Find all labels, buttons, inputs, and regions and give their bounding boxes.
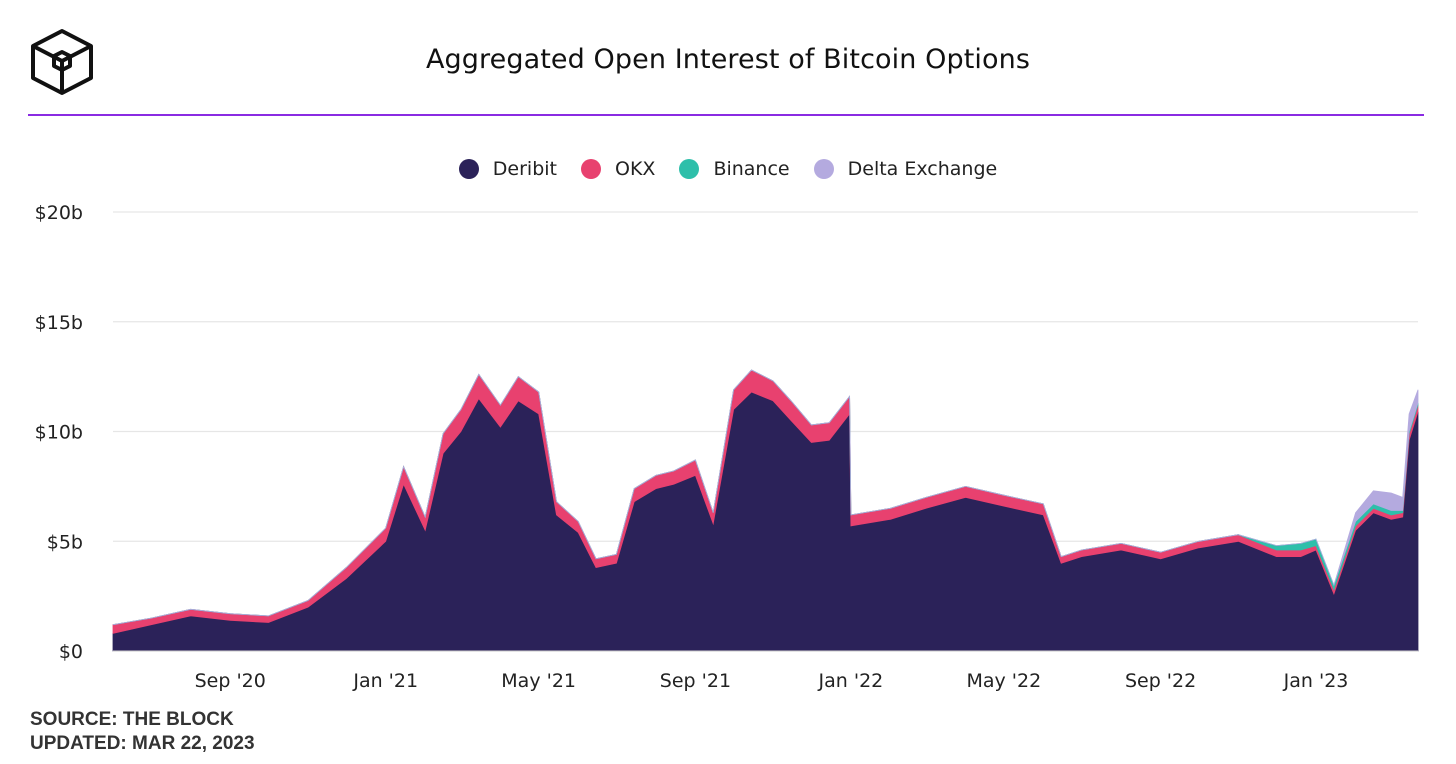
x-tick-label: Jan '23 [1283,670,1349,692]
y-tick-label: $20b [35,202,83,224]
legend-swatch [813,159,834,179]
x-tick-label: Sep '21 [660,670,731,692]
header-divider [28,114,1424,116]
y-tick-label: $5b [47,531,83,553]
chart-header: Aggregated Open Interest of Bitcoin Opti… [0,0,1456,118]
legend-item-okx[interactable]: OKX [581,158,655,180]
cube-logo-icon [31,29,93,95]
source-note: SOURCE: THE BLOCK [30,709,234,730]
y-tick-label: $10b [35,422,83,444]
legend-item-delta-exchange[interactable]: Delta Exchange [813,158,998,180]
legend-swatch [581,159,601,179]
chart-title: Aggregated Open Interest of Bitcoin Opti… [425,44,1031,75]
legend-label: Delta Exchange [847,158,998,180]
legend-item-deribit[interactable]: Deribit [458,158,557,180]
y-tick-label: $15b [35,312,83,334]
chart-plot: $0 $5b $10b $15b $20b Sep '20 Jan '21 May '21 Se… [35,202,1419,692]
area-delta-exchange[interactable] [112,369,1419,626]
area-deribit[interactable] [112,391,1419,652]
legend-swatch [458,159,479,179]
legend-label: Binance [713,158,790,180]
chart-footer: SOURCE: THE BLOCK UPDATED: MAR 22, 2023 [30,708,255,756]
x-tick-label: Sep '22 [1125,670,1196,692]
legend-label: Deribit [492,158,557,180]
legend-item-binance[interactable]: Binance [679,158,790,180]
x-tick-label: May '21 [501,670,576,692]
updated-note: UPDATED: MAR 22, 2023 [30,733,255,754]
x-tick-label: Sep '20 [195,670,266,692]
x-tick-label: Jan '22 [818,670,884,692]
y-tick-label: $0 [59,641,83,663]
x-tick-label: May '22 [966,670,1041,692]
legend-label: OKX [615,158,656,180]
legend-swatch [679,159,700,179]
chart-legend: Deribit OKX Binance Delta Exchange [0,154,1456,184]
x-tick-label: Jan '21 [352,670,418,692]
